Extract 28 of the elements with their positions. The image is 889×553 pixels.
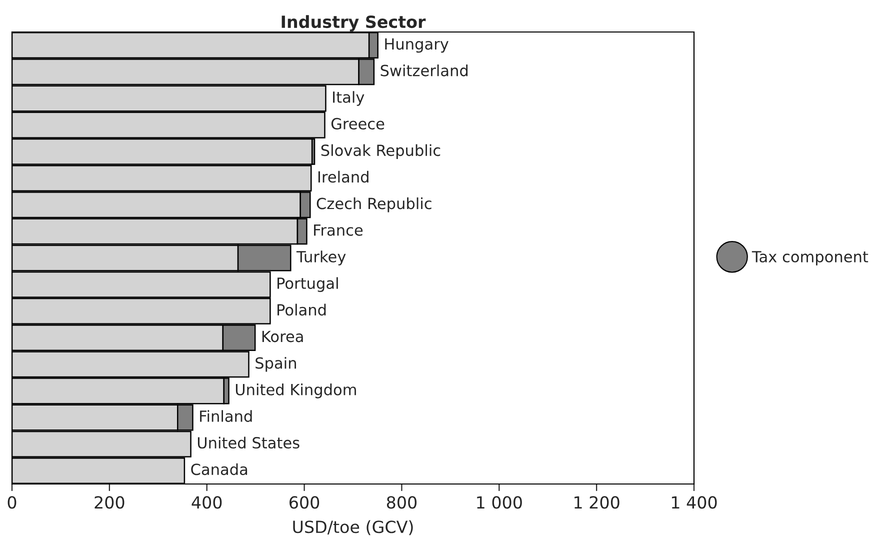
x-axis-title: USD/toe (GCV) — [293, 520, 413, 536]
x-tick-label: 200 — [94, 496, 124, 509]
x-tick-label: 1 000 — [477, 496, 522, 509]
y-tick-label: Portugal — [278, 277, 338, 292]
y-tick-label: United Kingdom — [236, 384, 356, 398]
x-tick-label: 800 — [386, 496, 417, 509]
y-tick-label: Slovak Republic — [321, 144, 440, 160]
y-tick-label: Canada — [191, 463, 248, 476]
y-tick-label: Korea — [262, 330, 303, 342]
y-tick-label: Ireland — [318, 170, 368, 183]
y-tick-label: Greece — [331, 118, 384, 130]
y-tick-label: Spain — [256, 356, 296, 372]
chart-title: Industry Sector — [282, 15, 426, 32]
x-tick-label: 400 — [192, 496, 222, 509]
x-tick-label: 0 — [8, 496, 16, 509]
x-tick-label: 600 — [290, 496, 320, 509]
x-tick-label: 1 400 — [672, 496, 717, 509]
y-tick-label: Turkey — [296, 250, 346, 266]
y-tick-label: Switzerland — [380, 64, 468, 76]
y-tick-label: France — [314, 224, 363, 236]
x-tick-label: 1 200 — [574, 496, 620, 509]
y-tick-label: Poland — [278, 304, 326, 316]
y-tick-label: Italy — [333, 91, 364, 106]
legend-label: Tax component — [752, 251, 868, 266]
y-tick-label: Hungary — [385, 38, 448, 53]
y-tick-label: Finland — [200, 410, 252, 422]
y-tick-label: Czech Republic — [316, 197, 432, 212]
y-tick-label: United States — [198, 436, 300, 449]
